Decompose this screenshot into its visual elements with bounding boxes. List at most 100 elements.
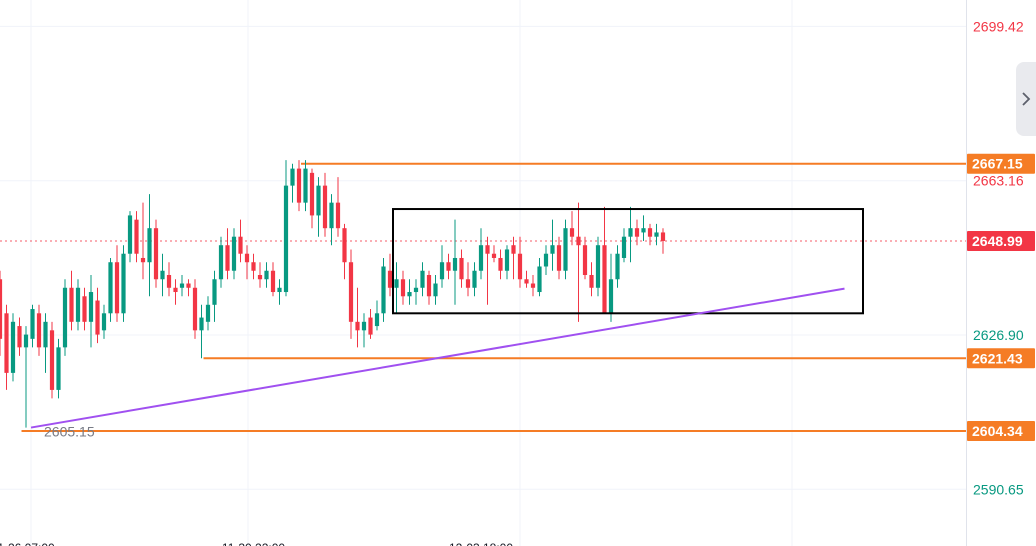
- candle-body: [472, 270, 477, 288]
- candle-body: [433, 283, 438, 297]
- candle-body: [361, 321, 367, 331]
- candle: [329, 194, 334, 246]
- candle: [342, 223, 347, 280]
- candle-body: [309, 172, 315, 216]
- candle: [69, 270, 74, 331]
- candle: [485, 236, 490, 305]
- candle: [277, 279, 282, 305]
- candle-body: [563, 228, 568, 271]
- candle-body: [647, 228, 653, 237]
- candle-body: [30, 309, 35, 339]
- drawing-layer[interactable]: [0, 162, 966, 433]
- candle-body: [264, 270, 269, 280]
- candle-body: [251, 262, 256, 271]
- candle: [634, 219, 640, 246]
- range-box[interactable]: [392, 208, 864, 315]
- candle: [654, 223, 659, 246]
- candle: [225, 228, 230, 280]
- price-axis-label: 2663.16: [973, 173, 1024, 189]
- candle-body: [296, 168, 302, 203]
- candle: [296, 160, 302, 212]
- candle-body: [303, 168, 308, 203]
- candle: [459, 249, 464, 288]
- candle-body: [504, 249, 510, 271]
- candle: [394, 262, 399, 314]
- candle-body: [374, 313, 380, 327]
- side-panel-toggle-button[interactable]: [1016, 62, 1036, 136]
- candle: [134, 211, 139, 263]
- candle: [303, 160, 308, 212]
- candle: [179, 275, 185, 297]
- candle-body: [491, 253, 497, 258]
- candle-body: [615, 253, 620, 280]
- candle: [420, 262, 425, 297]
- price-line-tag[interactable]: [967, 153, 1035, 174]
- candle-body: [4, 313, 9, 373]
- price-axis[interactable]: 2699.42 2663.16 2626.90 2590.65 2667.15 2621.…: [966, 0, 1036, 546]
- candle-body: [517, 253, 523, 280]
- candle: [186, 279, 191, 297]
- time-axis[interactable]: 1-26 07:00 11-30 22:00 12-03 18:00: [0, 541, 513, 546]
- candle-body: [426, 275, 432, 297]
- price-line-tag[interactable]: [967, 421, 1035, 442]
- candle: [251, 253, 256, 280]
- candle: [621, 228, 627, 263]
- candle-body: [413, 287, 419, 293]
- candle: [147, 194, 152, 297]
- candle: [264, 262, 269, 288]
- candle: [335, 177, 341, 237]
- candle-body: [329, 202, 334, 229]
- candle: [270, 262, 276, 297]
- price-axis-label: 2626.90: [973, 327, 1024, 343]
- candle: [400, 270, 406, 305]
- trend-line[interactable]: [30, 287, 845, 429]
- candle-body: [485, 245, 490, 254]
- candle: [615, 245, 620, 288]
- candle-body: [88, 292, 94, 322]
- candle: [628, 206, 633, 263]
- candle-body: [290, 168, 295, 186]
- candle-body: [660, 232, 666, 241]
- candle-body: [439, 262, 445, 280]
- candle-body: [576, 236, 581, 246]
- candle: [10, 313, 16, 382]
- candle: [43, 313, 48, 373]
- candle-body: [238, 236, 243, 254]
- candle: [121, 245, 126, 322]
- candle-body: [283, 185, 289, 293]
- candle: [543, 245, 549, 276]
- candle-body: [368, 317, 373, 335]
- candle-body: [569, 228, 575, 237]
- current-price-tag[interactable]: [967, 230, 1035, 251]
- candle-body: [543, 253, 549, 267]
- candle-body: [277, 287, 282, 293]
- candle: [244, 245, 250, 280]
- candle: [199, 304, 204, 359]
- candle-body: [641, 228, 646, 233]
- candle-body: [114, 262, 120, 314]
- candle: [173, 279, 178, 305]
- candle: [30, 304, 35, 348]
- annotation-layer[interactable]: 2605.15: [30, 208, 864, 440]
- candle: [4, 304, 9, 390]
- candle: [439, 245, 445, 288]
- candle: [114, 245, 120, 322]
- candle-body: [322, 185, 328, 229]
- chevron-right-icon: [1022, 92, 1031, 106]
- candle-body: [348, 262, 354, 322]
- candle-body: [316, 185, 321, 216]
- candle-body: [387, 270, 393, 288]
- price-axis-label: 2699.42: [973, 18, 1024, 34]
- candle-body: [335, 202, 341, 229]
- candle-body: [140, 257, 146, 263]
- candle-body: [478, 245, 484, 271]
- candle: [75, 279, 81, 331]
- price-line-tag[interactable]: [967, 348, 1035, 369]
- candle-body: [225, 245, 230, 271]
- candle: [608, 253, 614, 322]
- candle-body: [10, 321, 16, 373]
- candle-body: [628, 228, 633, 237]
- candle-body: [621, 236, 627, 258]
- candle: [166, 262, 172, 297]
